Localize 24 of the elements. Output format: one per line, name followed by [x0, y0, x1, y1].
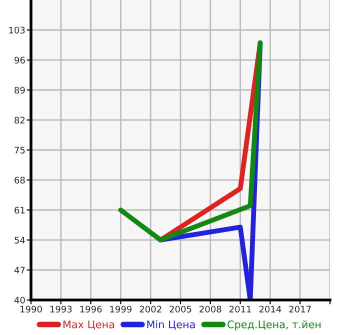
y-tick-label: 61 [14, 206, 25, 214]
x-tick-label: 2017 [289, 306, 311, 313]
x-tick-label: 1993 [50, 306, 72, 313]
x-tick-label: 1996 [80, 306, 102, 313]
x-tick-label: 2011 [229, 306, 251, 313]
x-tick-label: 2005 [170, 306, 192, 313]
legend-label: Max Цена [63, 320, 114, 330]
y-tick-label: 89 [14, 86, 25, 94]
y-tick-label: 82 [14, 116, 25, 124]
x-tick-label: 1999 [110, 306, 132, 313]
y-tick-label: 96 [14, 56, 25, 64]
line-series [118, 40, 263, 242]
y-tick-label: 103 [9, 26, 25, 34]
x-tick-label: 2014 [259, 306, 282, 313]
y-tick-label: 68 [14, 176, 25, 184]
legend-label: Min Цена [147, 320, 195, 330]
y-tick-label: 47 [14, 266, 25, 274]
y-tick-label: 75 [14, 146, 25, 154]
legend-label: Сред.Цена, т.йен [228, 320, 321, 330]
y-tick-label: 54 [14, 236, 25, 244]
y-tick-label: 40 [14, 296, 25, 304]
x-tick-label: 2008 [200, 306, 222, 313]
x-tick-label: 2002 [140, 306, 162, 313]
x-tick-label: 1990 [20, 306, 42, 313]
